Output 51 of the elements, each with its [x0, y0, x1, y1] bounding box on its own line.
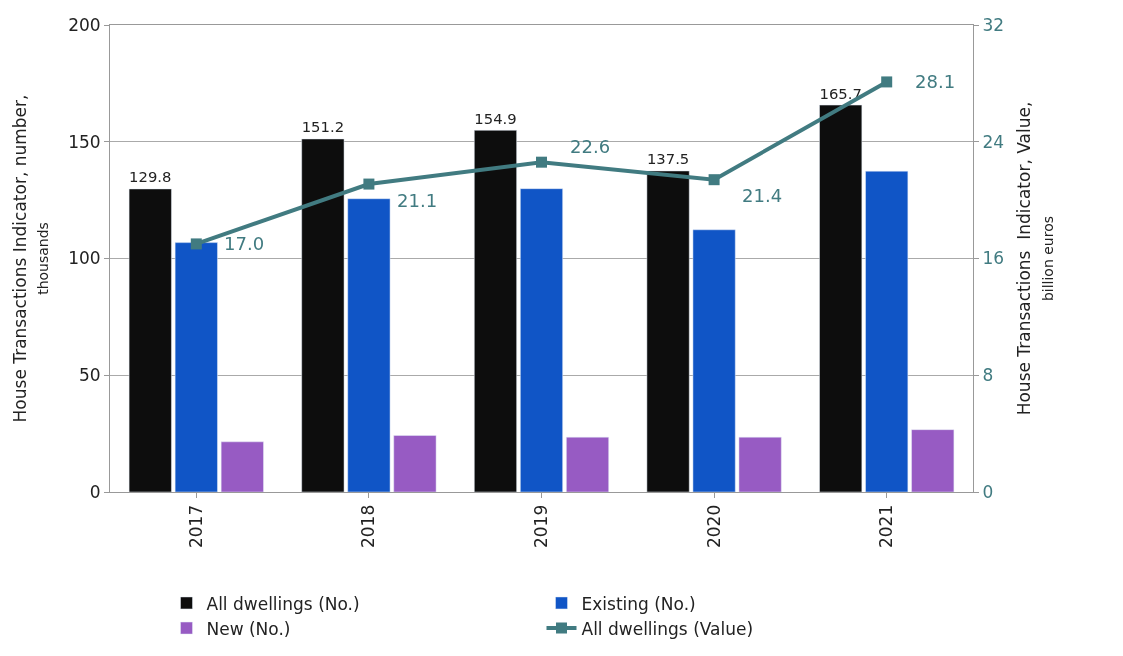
y-tick-label: 200: [68, 14, 101, 35]
x-tick-label: 2020: [703, 504, 724, 549]
y2-tick-label: 0: [982, 481, 994, 502]
legend-label: All dwellings (No.): [206, 593, 360, 614]
y2-axis-title: House Transactions Indicator, Value, billion euros: [1014, 101, 1056, 416]
data-label: 17.0: [224, 233, 265, 254]
x-tick-label: 2019: [531, 504, 552, 549]
data-label: 165.7: [819, 84, 862, 102]
point: [881, 76, 893, 88]
bar: [128, 188, 172, 492]
point: [190, 238, 202, 250]
data-label: 22.6: [570, 136, 611, 157]
bar: [692, 229, 736, 492]
y-tick-label: 50: [78, 365, 101, 386]
data-label: 28.1: [915, 71, 956, 92]
legend-label: All dwellings (Value): [581, 618, 754, 639]
bar: [865, 170, 909, 492]
bar: [474, 130, 517, 492]
y2-tick-label: 32: [982, 14, 1005, 35]
bar: [347, 198, 391, 492]
bar: [646, 170, 690, 492]
bar: [819, 104, 863, 492]
bar: [520, 188, 563, 492]
bar: [393, 435, 437, 492]
y2-tick-label: 24: [982, 131, 1005, 152]
x-tick-label: 2021: [876, 504, 897, 549]
bar: [301, 138, 345, 492]
bar: [174, 242, 218, 492]
y-tick-label: 100: [68, 248, 101, 269]
x-tick-label: 2017: [185, 504, 206, 549]
data-label: 21.1: [397, 190, 438, 211]
data-label: 151.2: [301, 118, 345, 136]
legend-label: New (No.): [206, 618, 291, 639]
point: [363, 178, 375, 190]
legend-label: Existing (No.): [581, 593, 696, 614]
data-label: 129.8: [129, 168, 172, 186]
y2-tick-label: 16: [982, 248, 1005, 269]
y-tick-label: 0: [89, 481, 101, 502]
bar: [566, 436, 609, 492]
y-axis-title: House Transactions Indicator, number, thousands: [9, 94, 51, 423]
point: [536, 156, 547, 168]
y-tick-label: 150: [68, 131, 101, 152]
x-tick-label: 2018: [358, 504, 379, 549]
bar: [911, 429, 955, 492]
y2-tick-label: 8: [982, 365, 994, 386]
data-label: 21.4: [742, 185, 783, 206]
bar: [220, 441, 264, 492]
point: [708, 174, 720, 186]
data-label: 137.5: [646, 150, 690, 168]
bar: [738, 436, 782, 492]
data-label: 154.9: [474, 109, 517, 127]
